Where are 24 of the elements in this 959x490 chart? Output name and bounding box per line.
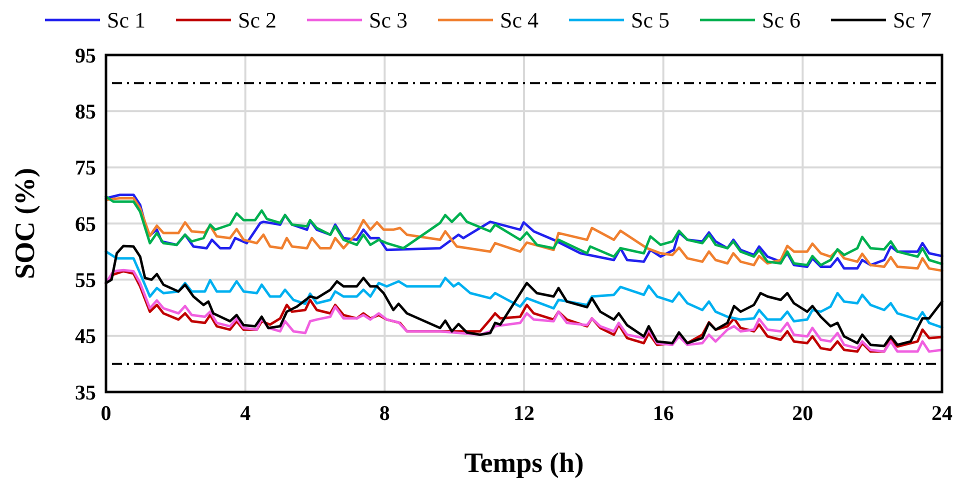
y-tick-label: 95 — [75, 43, 96, 68]
y-tick-label: 55 — [75, 268, 96, 292]
x-tick-label: 4 — [240, 401, 252, 425]
legend-label: Sc 7 — [893, 8, 932, 33]
x-tick-label: 16 — [652, 401, 674, 425]
legend-label: Sc 2 — [238, 8, 276, 33]
legend-label: Sc 4 — [500, 8, 538, 33]
x-tick-label: 8 — [379, 401, 390, 425]
y-tick-label: 35 — [75, 380, 96, 404]
x-axis-title: Temps (h) — [464, 448, 584, 479]
x-tick-label: 12 — [514, 401, 534, 425]
y-axis-title: SOC (%) — [10, 168, 41, 280]
x-tick-label: 0 — [100, 401, 112, 425]
legend-label: Sc 5 — [631, 8, 670, 33]
legend-label: Sc 1 — [107, 8, 146, 33]
y-tick-label: 85 — [75, 100, 96, 124]
legend-label: Sc 6 — [762, 8, 800, 33]
y-tick-label: 65 — [75, 212, 96, 236]
legend-label: Sc 3 — [369, 8, 408, 33]
x-tick-label: 24 — [932, 401, 953, 425]
line-series — [104, 250, 944, 329]
y-tick-label: 45 — [75, 324, 96, 348]
x-tick-label: 20 — [792, 401, 814, 425]
y-tick-label: 75 — [75, 156, 96, 180]
